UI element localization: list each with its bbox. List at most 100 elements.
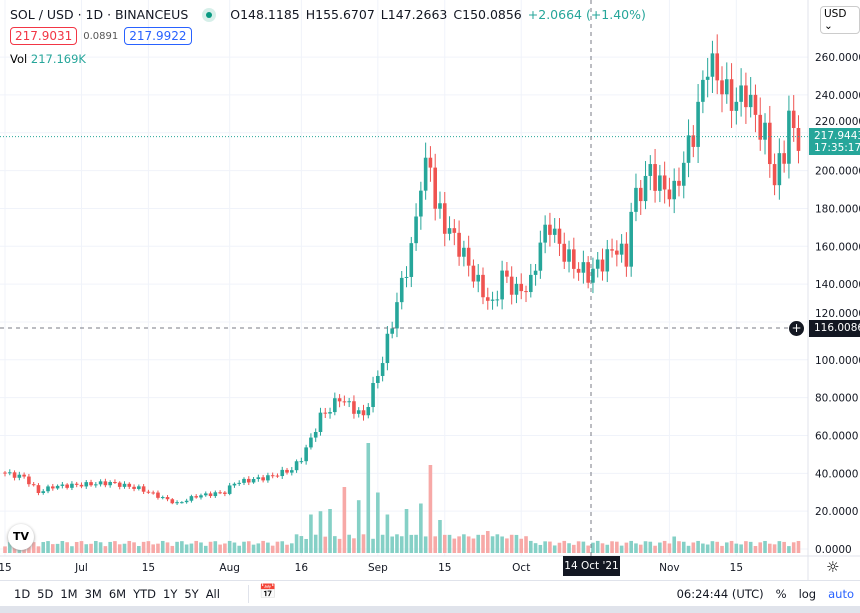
candle-body <box>237 482 242 484</box>
candle-body <box>117 482 122 487</box>
volume-bar <box>433 536 437 553</box>
last-price: 217.9443 <box>814 130 860 142</box>
candle-body <box>576 268 581 273</box>
volume-bar <box>318 511 323 553</box>
volume-bar <box>7 542 12 553</box>
volume-bar <box>581 541 586 553</box>
volume-bar <box>686 545 691 553</box>
volume-bar <box>634 543 638 553</box>
range-5d[interactable]: 5D <box>37 587 54 601</box>
candle-body <box>619 243 624 255</box>
auto-toggle[interactable]: auto <box>828 587 854 601</box>
candle-body <box>662 175 667 190</box>
y-tick-label: 80.0000 <box>815 393 858 405</box>
candle-body <box>705 76 710 80</box>
candle-body <box>98 481 103 485</box>
chevron-down-icon: ⌄ <box>824 20 833 32</box>
y-tick-label: 60.0000 <box>815 430 858 442</box>
log-toggle[interactable]: log <box>798 587 817 601</box>
candle-body <box>323 412 328 414</box>
volume-bar <box>653 545 657 553</box>
candle-body <box>309 437 313 448</box>
volume-bar <box>194 540 198 553</box>
x-tick-label: Oct <box>512 562 530 574</box>
candle-body <box>208 493 213 497</box>
candle-body <box>352 401 356 414</box>
volume-bar <box>98 542 103 553</box>
range-3m[interactable]: 3M <box>84 587 102 601</box>
symbol-title[interactable]: SOL / USD · 1D · BINANCEUS <box>10 7 189 22</box>
candle-body <box>399 277 404 303</box>
candle-body <box>634 187 638 212</box>
candle-body <box>581 262 586 273</box>
range-5y[interactable]: 5Y <box>184 587 199 601</box>
settings-gear-icon[interactable]: ☼ <box>826 558 840 576</box>
candle-body <box>270 475 275 477</box>
candle-body <box>232 483 237 486</box>
candle-body <box>304 447 308 462</box>
volume-bar <box>758 542 763 553</box>
y-tick-label: 20.0000 <box>815 506 858 518</box>
candle-body <box>681 162 686 186</box>
range-6m[interactable]: 6M <box>108 587 127 601</box>
volume-bar <box>170 545 175 553</box>
volume-bar <box>466 536 471 553</box>
add-alert-plus-icon[interactable]: + <box>789 321 804 336</box>
candle-body <box>768 122 772 165</box>
volume-bar <box>156 543 160 553</box>
candle-body <box>55 485 60 489</box>
volume-bar <box>361 534 366 553</box>
candle-body <box>763 122 767 140</box>
candle-body <box>519 283 524 292</box>
candle-body <box>471 265 476 282</box>
volume-bar <box>495 534 500 553</box>
y-tick-label: 40.0000 <box>815 468 858 480</box>
volume-bar <box>696 540 700 553</box>
volume-bar <box>562 540 567 553</box>
volume-bar <box>715 541 720 553</box>
range-1y[interactable]: 1Y <box>163 587 178 601</box>
currency-dropdown[interactable]: USD ⌄ <box>820 6 860 34</box>
volume-bar <box>399 536 404 553</box>
candle-body <box>333 398 337 413</box>
ask-button[interactable]: 217.9922 <box>124 27 192 45</box>
percent-toggle[interactable]: % <box>775 587 787 601</box>
volume-bar <box>576 541 581 553</box>
candle-body <box>409 243 414 277</box>
candle-body <box>227 485 232 494</box>
currency-label: USD <box>824 8 847 20</box>
volume-bar <box>787 546 791 553</box>
candlestick-chart[interactable]: 0.0000 20.0000 40.0000 60.0000 80.0000 100.00… <box>0 0 860 580</box>
candle-body <box>462 247 466 257</box>
x-tick-label: Nov <box>659 562 680 574</box>
volume-bar <box>529 540 533 553</box>
range-ytd[interactable]: YTD <box>133 587 156 601</box>
volume-bar <box>36 546 41 553</box>
volume-bar <box>309 514 313 553</box>
range-all[interactable]: All <box>205 587 220 601</box>
volume-bar <box>275 541 280 553</box>
go-to-date-calendar-icon[interactable]: 📅 <box>259 584 277 600</box>
candle-body <box>686 135 691 163</box>
candle-body <box>46 486 50 492</box>
volume-bar <box>701 543 705 553</box>
candle-body <box>94 484 98 486</box>
candle-body <box>60 484 65 486</box>
volume-bar <box>543 541 547 553</box>
candle-body <box>404 276 409 278</box>
volume-bar <box>151 544 155 553</box>
candle-body <box>552 228 557 235</box>
range-1m[interactable]: 1M <box>60 587 78 601</box>
candle-body <box>318 412 323 432</box>
bid-button[interactable]: 217.9031 <box>10 27 78 45</box>
volume-bar <box>84 544 89 553</box>
volume-bar <box>237 545 242 553</box>
volume-bar <box>428 465 433 553</box>
volume-bar <box>141 541 146 553</box>
volume-bar <box>342 487 347 553</box>
range-1d[interactable]: 1D <box>14 587 31 601</box>
utc-clock[interactable]: 06:24:44 (UTC) <box>676 587 764 601</box>
candle-body <box>457 232 461 257</box>
volume-bar <box>509 534 514 553</box>
candle-body <box>122 483 127 487</box>
